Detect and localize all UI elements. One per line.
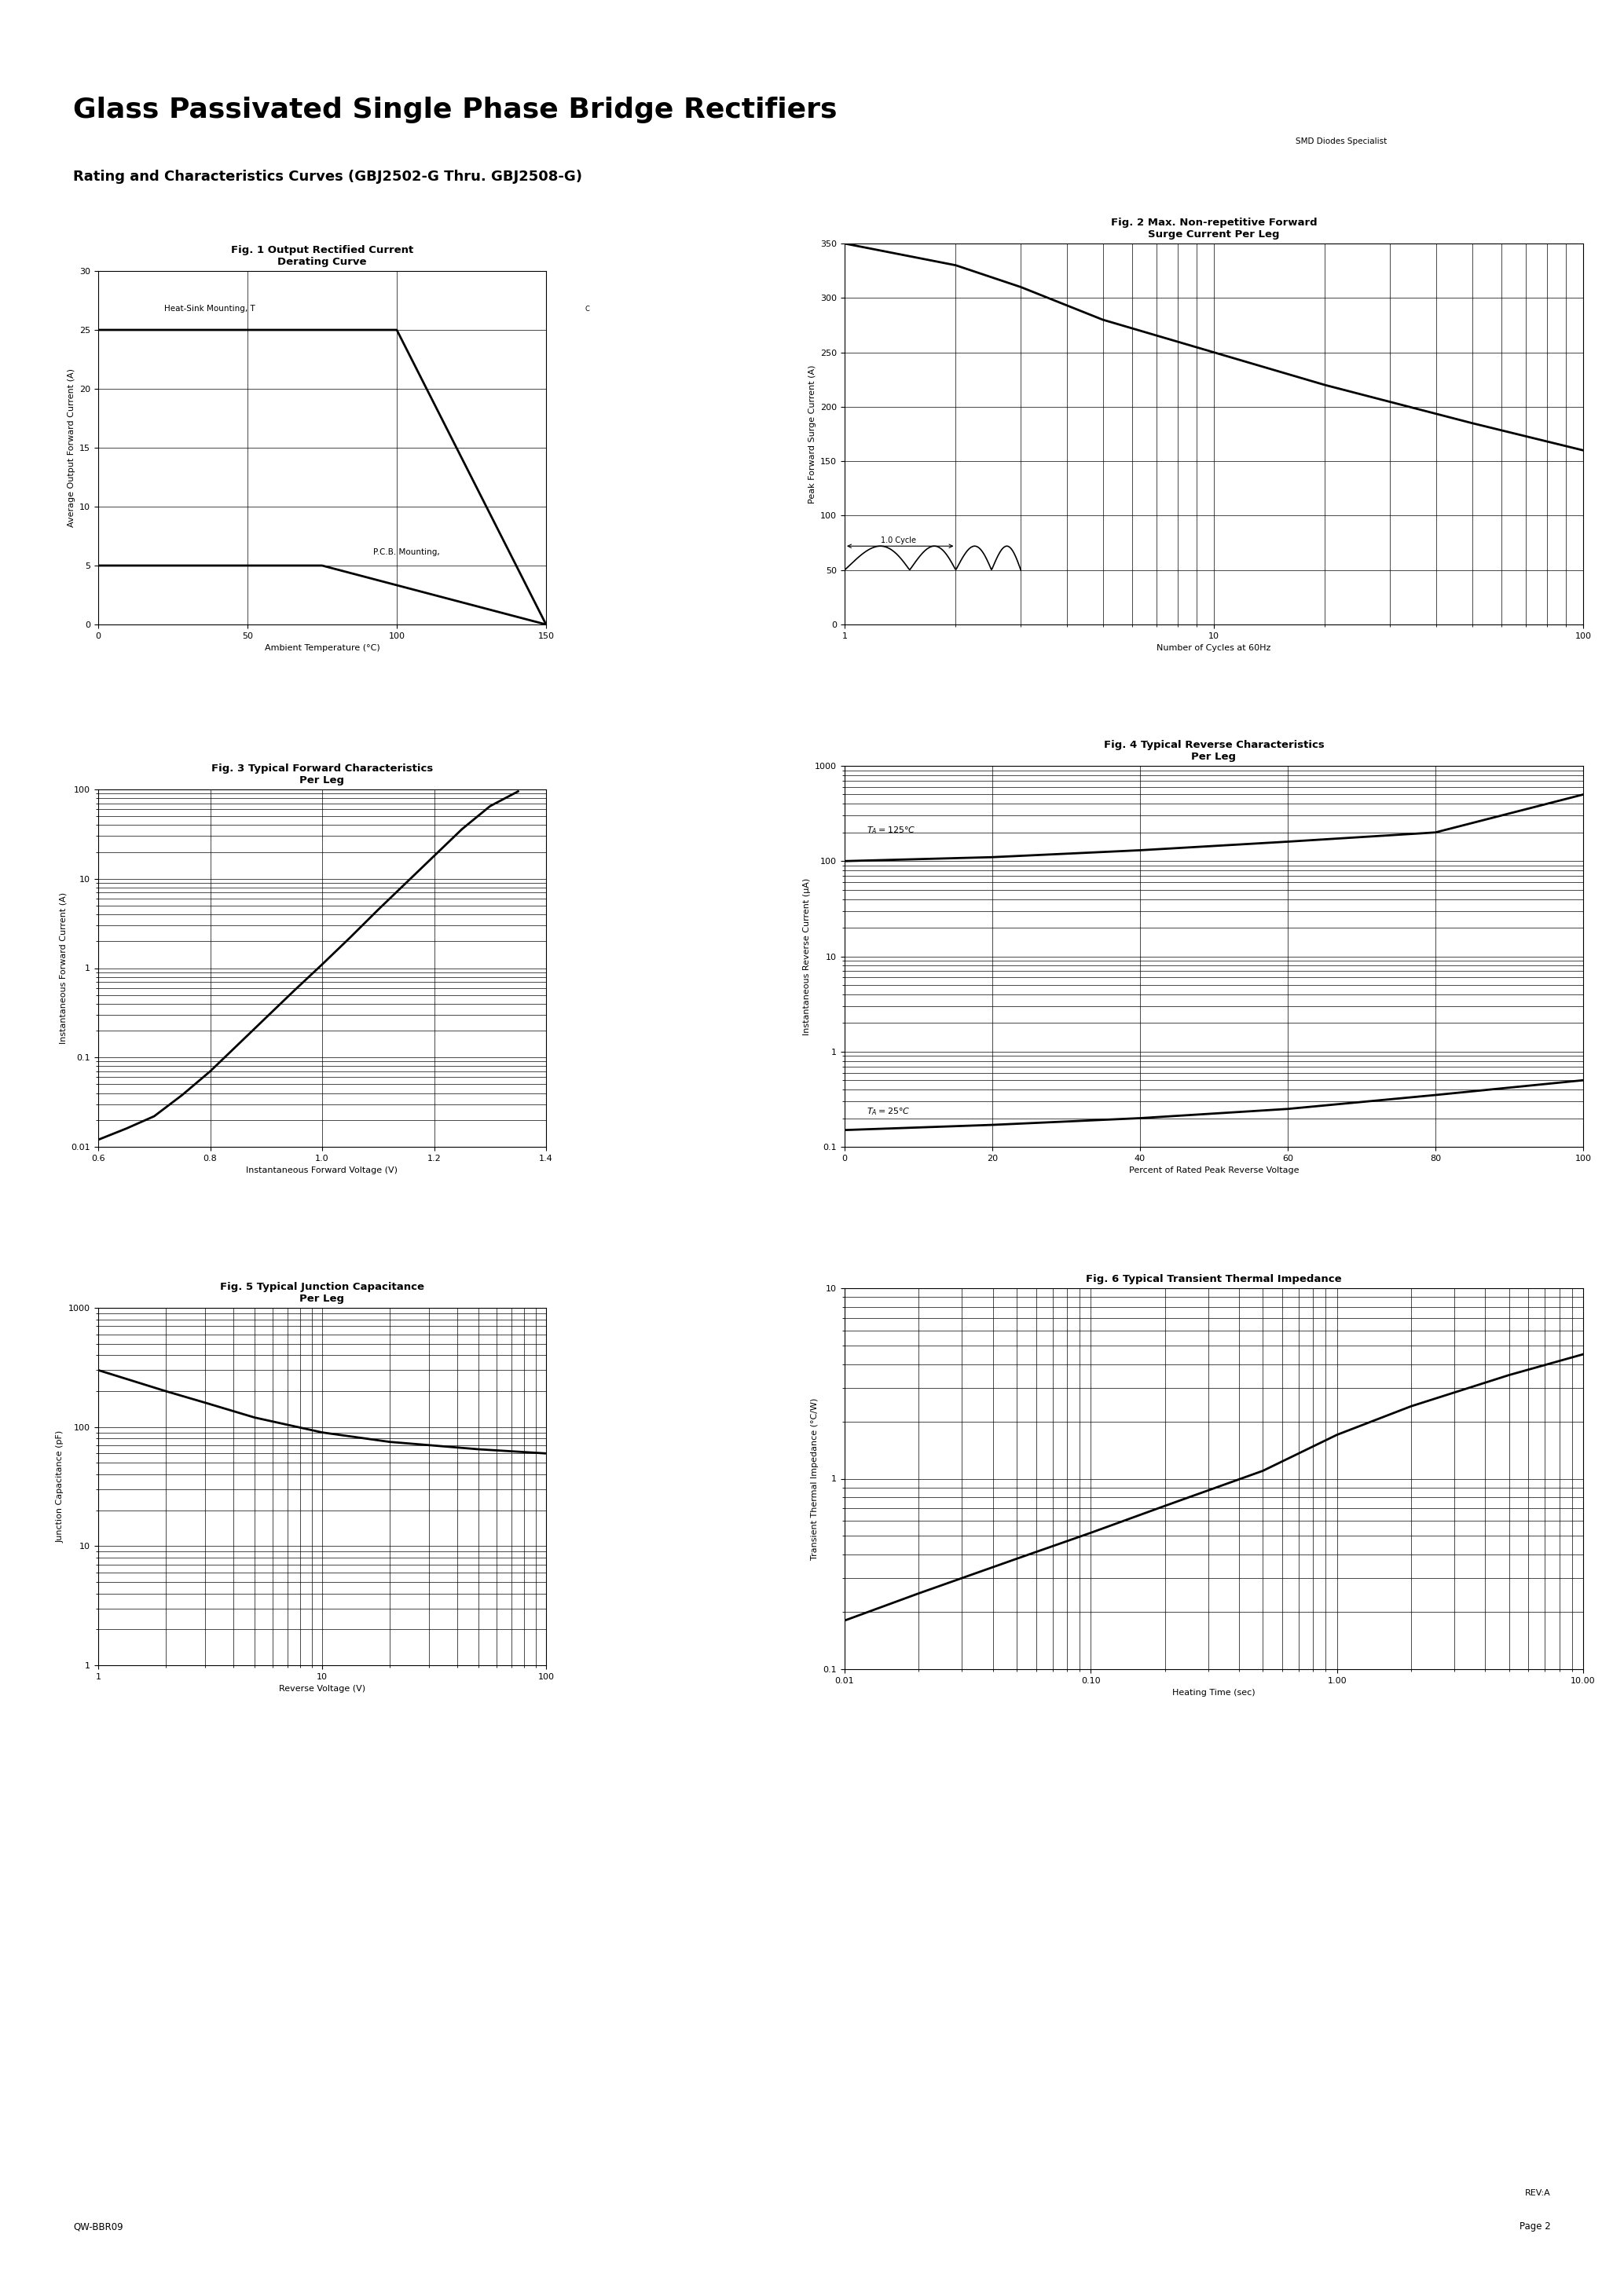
Text: Page 2: Page 2 [1520, 2223, 1551, 2232]
Title: Fig. 5 Typical Junction Capacitance
Per Leg: Fig. 5 Typical Junction Capacitance Per … [219, 1281, 424, 1304]
Text: Glass Passivated Single Phase Bridge Rectifiers: Glass Passivated Single Phase Bridge Rec… [73, 96, 836, 124]
X-axis label: Heating Time (sec): Heating Time (sec) [1173, 1690, 1255, 1697]
Text: COMCHIP: COMCHIP [1377, 46, 1473, 64]
Text: $T_A = 125°C$: $T_A = 125°C$ [867, 824, 916, 836]
X-axis label: Ambient Temperature (°C): Ambient Temperature (°C) [265, 645, 380, 652]
Text: C: C [585, 305, 590, 312]
X-axis label: Instantaneous Forward Voltage (V): Instantaneous Forward Voltage (V) [247, 1166, 398, 1176]
Y-axis label: Peak Forward Surge Current (A): Peak Forward Surge Current (A) [809, 365, 815, 503]
Text: Rating and Characteristics Curves (GBJ2502-G Thru. GBJ2508-G): Rating and Characteristics Curves (GBJ25… [73, 170, 581, 184]
X-axis label: Reverse Voltage (V): Reverse Voltage (V) [279, 1685, 365, 1692]
Text: P.C.B. Mounting,: P.C.B. Mounting, [374, 549, 440, 556]
X-axis label: Number of Cycles at 60Hz: Number of Cycles at 60Hz [1156, 645, 1272, 652]
Text: QW-BBR09: QW-BBR09 [73, 2223, 123, 2232]
X-axis label: Percent of Rated Peak Reverse Voltage: Percent of Rated Peak Reverse Voltage [1129, 1166, 1299, 1176]
Y-axis label: Instantaneous Reverse Current (μA): Instantaneous Reverse Current (μA) [802, 877, 810, 1035]
Text: REV:A: REV:A [1525, 2190, 1551, 2197]
Text: SMD Diodes Specialist: SMD Diodes Specialist [1296, 138, 1387, 145]
Text: SMD Diodes Specialist: SMD Diodes Specialist [1385, 103, 1465, 110]
Y-axis label: Instantaneous Forward Current (A): Instantaneous Forward Current (A) [58, 893, 67, 1045]
Title: Fig. 6 Typical Transient Thermal Impedance: Fig. 6 Typical Transient Thermal Impedan… [1086, 1274, 1341, 1283]
Title: Fig. 1 Output Rectified Current
Derating Curve: Fig. 1 Output Rectified Current Derating… [231, 246, 414, 266]
Title: Fig. 2 Max. Non-repetitive Forward
Surge Current Per Leg: Fig. 2 Max. Non-repetitive Forward Surge… [1111, 218, 1317, 239]
Text: 1.0 Cycle: 1.0 Cycle [880, 537, 916, 544]
Title: Fig. 3 Typical Forward Characteristics
Per Leg: Fig. 3 Typical Forward Characteristics P… [211, 762, 434, 785]
Y-axis label: Average Output Forward Current (A): Average Output Forward Current (A) [67, 367, 75, 528]
Title: Fig. 4 Typical Reverse Characteristics
Per Leg: Fig. 4 Typical Reverse Characteristics P… [1104, 739, 1324, 762]
Text: $T_A = 25°C$: $T_A = 25°C$ [867, 1107, 911, 1118]
Y-axis label: Junction Capacitance (pF): Junction Capacitance (pF) [57, 1430, 65, 1543]
Y-axis label: Transient Thermal Impedance (°C/W): Transient Thermal Impedance (°C/W) [810, 1398, 818, 1559]
Text: Heat-Sink Mounting, T: Heat-Sink Mounting, T [164, 305, 255, 312]
